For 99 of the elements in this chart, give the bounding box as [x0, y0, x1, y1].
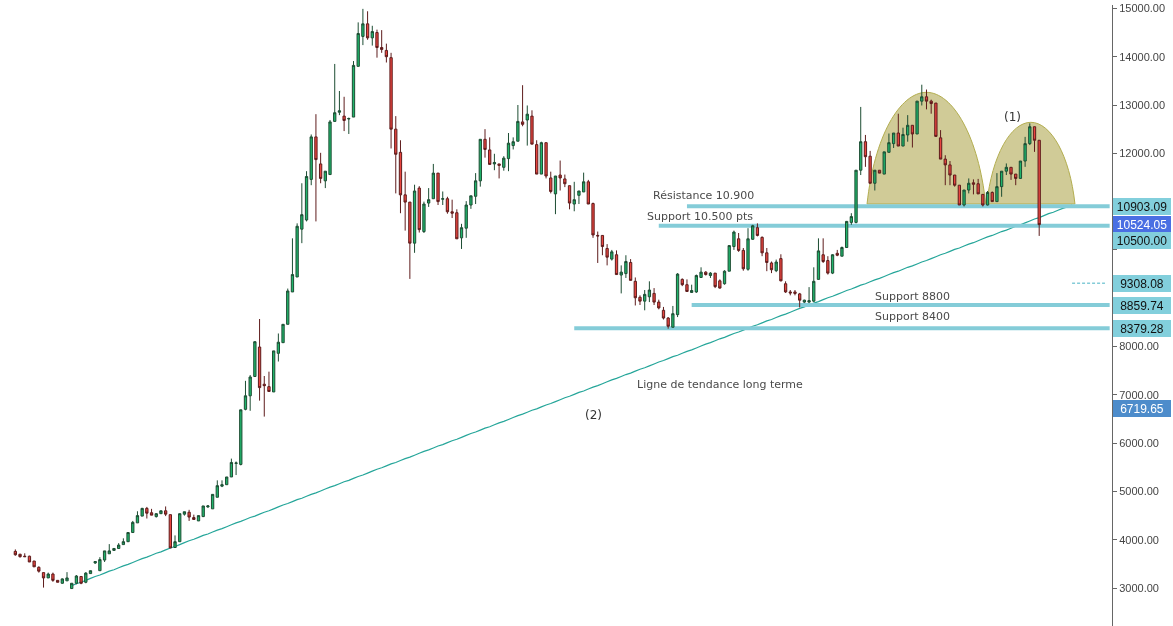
candlestick [384, 43, 389, 63]
candlestick [783, 280, 788, 294]
candlestick [445, 196, 450, 215]
candlestick [779, 253, 783, 282]
candlestick [896, 113, 900, 147]
series-label: Support 8400 [875, 310, 950, 323]
candlestick [830, 253, 835, 275]
candlestick [506, 132, 511, 172]
annotation: (2) [585, 408, 602, 422]
candlestick [168, 514, 172, 549]
candlestick [441, 190, 445, 206]
candlestick [610, 249, 614, 262]
series-label: Résistance 10.900 [653, 189, 755, 202]
candlestick [51, 572, 55, 583]
data-label: 8379.28 [1120, 321, 1164, 336]
candlestick [41, 572, 46, 589]
candlestick [567, 185, 572, 210]
y-tick-label: 3000.00 [1119, 581, 1159, 594]
candlestick [605, 243, 609, 266]
candlestick [553, 175, 558, 215]
candlestick [417, 185, 421, 234]
candlestick [628, 258, 633, 281]
y-tick-label: 7000.00 [1119, 388, 1159, 401]
candlestick [314, 113, 318, 222]
candlestick [985, 190, 990, 206]
candlestick [347, 117, 351, 135]
candlestick [473, 172, 478, 205]
candlestick [65, 571, 69, 582]
y-tick-label: 14000.00 [1119, 50, 1166, 63]
candlestick [520, 84, 525, 127]
candlestick [741, 247, 745, 272]
candlestick [525, 104, 529, 147]
candlestick [544, 142, 548, 179]
candlestick [614, 249, 619, 276]
candlestick [163, 505, 168, 517]
candlestick [492, 153, 497, 171]
candlestick [774, 259, 778, 273]
candlestick [1004, 162, 1008, 176]
y-tick-label: 12000.00 [1119, 147, 1166, 160]
candlestick [431, 163, 435, 200]
candlestick [999, 170, 1004, 198]
y-tick-label: 6000.00 [1119, 437, 1159, 449]
candlestick [32, 560, 36, 568]
candlestick [704, 271, 708, 277]
candlestick [539, 141, 544, 175]
candlestick [755, 222, 760, 237]
y-tick-label: 5000.00 [1119, 485, 1159, 498]
candlestick [370, 25, 374, 47]
candlestick [990, 190, 994, 203]
text: 10524.05 [1116, 217, 1168, 232]
candlestick [74, 574, 79, 585]
candlestick [342, 96, 346, 132]
y-tick-label: 8000.00 [1119, 340, 1159, 353]
candlestick [971, 178, 976, 195]
candlestick [924, 89, 929, 110]
candlestick [365, 10, 370, 41]
candlestick [37, 565, 41, 574]
y-tick-label: 4000.00 [1119, 533, 1159, 546]
candlestick [27, 555, 32, 563]
candlestick [79, 575, 83, 585]
candlestick [572, 181, 576, 212]
candlestick [957, 184, 962, 206]
data-label: 9308.08 [1120, 276, 1164, 291]
candlestick [267, 371, 271, 392]
candlestick [84, 571, 88, 584]
candlestick [835, 249, 839, 257]
candlestick [478, 138, 482, 188]
candlestick [877, 169, 882, 174]
candlestick [375, 29, 379, 59]
candlestick [736, 232, 741, 253]
data-label: 8859.74 [1120, 298, 1164, 313]
candlestick [910, 124, 915, 149]
series-label: Support 8800 [875, 290, 950, 303]
candlestick [873, 169, 877, 191]
candlestick [549, 171, 553, 194]
candlestick [436, 172, 440, 206]
candlestick [708, 271, 713, 279]
candlestick [647, 280, 652, 303]
candlestick [497, 163, 501, 179]
candlestick [643, 289, 647, 311]
annotation: (1) [1004, 110, 1021, 124]
candlestick [891, 132, 896, 149]
y-tick-label: 15000.00 [1119, 2, 1166, 15]
series-label: Ligne de tendance long terme [637, 378, 804, 391]
candlestick [318, 152, 323, 184]
series-label: Support 10.500 pts [647, 210, 754, 223]
y-tick-label: 13000.00 [1119, 98, 1166, 111]
text: 6719.65 [1120, 401, 1164, 416]
candlestick [816, 237, 821, 280]
candlestick [149, 508, 154, 516]
data-label: 10903.09 [1116, 199, 1168, 214]
candlestick [272, 350, 276, 393]
candlestick [210, 493, 215, 510]
candlestick [145, 506, 149, 520]
data-label: 10500.00 [1116, 233, 1168, 248]
candlestick [690, 284, 694, 294]
candlestick [995, 172, 999, 203]
candlestick [46, 572, 50, 579]
candlestick [412, 184, 417, 254]
